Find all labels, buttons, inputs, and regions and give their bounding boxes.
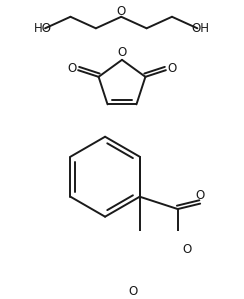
Text: OH: OH [191, 22, 209, 35]
Text: O: O [195, 190, 205, 202]
Text: O: O [117, 46, 127, 59]
Text: O: O [67, 62, 77, 75]
Text: HO: HO [34, 22, 52, 35]
Text: O: O [128, 285, 137, 298]
Text: O: O [182, 242, 192, 256]
Text: O: O [167, 62, 177, 75]
Text: O: O [117, 5, 126, 18]
